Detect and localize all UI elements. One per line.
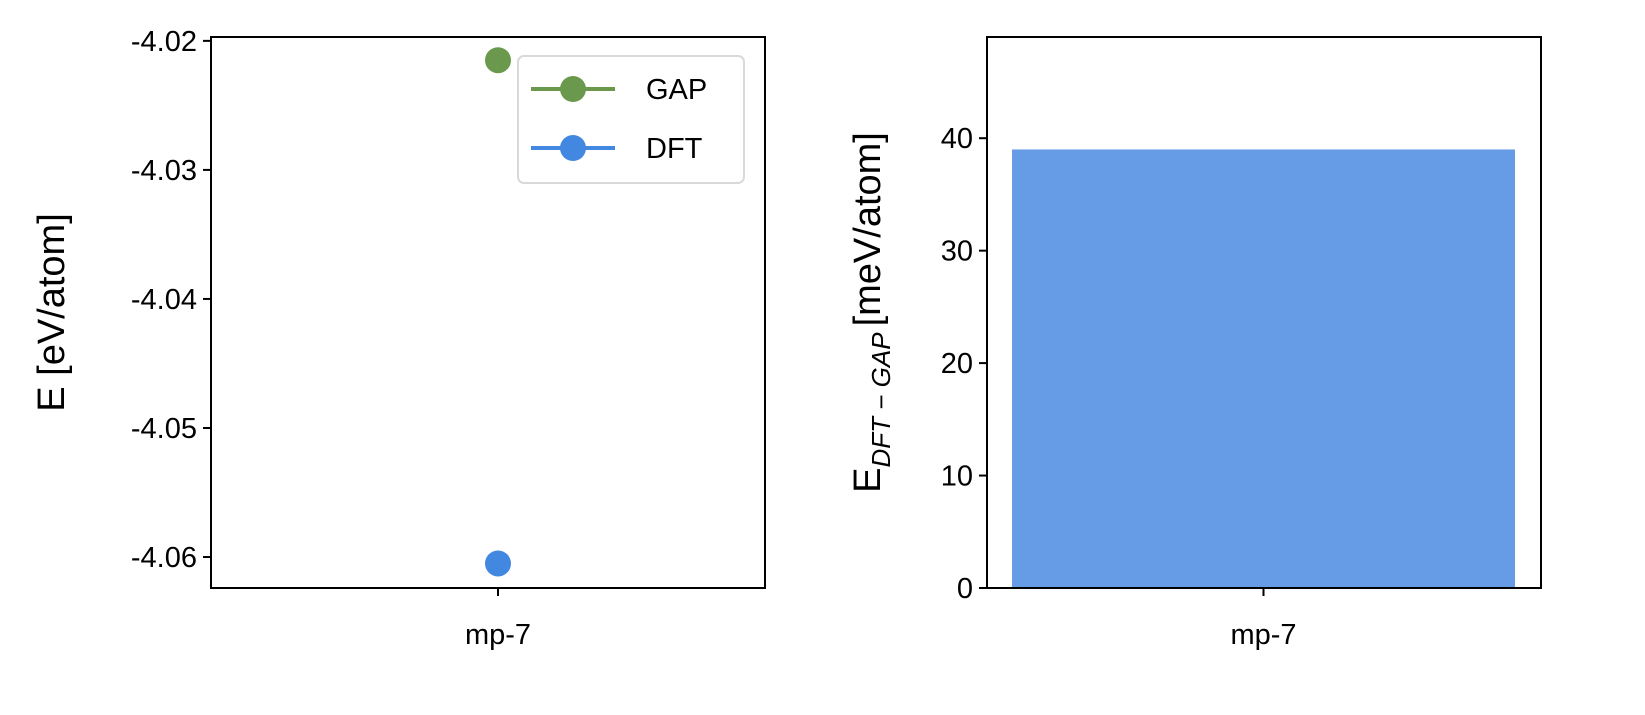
right-y-axis-label: EDFT − GAP [meV/atom]	[847, 132, 896, 493]
gap-legend-label: GAP	[646, 74, 707, 106]
right-y-axis-label-subscript: DFT − GAP	[866, 332, 896, 468]
right-y-tick-label: 10	[941, 461, 973, 493]
left-data-points	[485, 47, 511, 577]
right-x-axis: mp-7	[1230, 588, 1297, 651]
right-y-tick-label: 40	[941, 123, 973, 155]
gap-point	[485, 47, 511, 74]
energy-scatter-chart: -4.02 -4.03 -4.04 -4.05 -4.06 mp-7 GAP DFT E …	[31, 26, 766, 651]
left-y-tick-label: -4.04	[131, 284, 197, 316]
left-y-axis-label: E [eV/atom]	[31, 213, 73, 412]
left-plot-frame	[210, 36, 766, 589]
dft-point	[485, 550, 511, 577]
left-y-tick-label: -4.05	[131, 413, 197, 445]
right-y-tick-label: 20	[941, 348, 973, 380]
right-y-axis-label-main: E	[847, 468, 889, 493]
left-x-tick-label: mp-7	[465, 619, 531, 651]
right-x-tick-label: mp-7	[1230, 619, 1296, 651]
legend: GAP DFT	[517, 55, 745, 184]
left-x-axis: mp-7	[465, 588, 531, 651]
dft-legend-marker	[560, 135, 586, 161]
legend-box	[517, 55, 745, 184]
right-y-axis-label-unit: [meV/atom]	[847, 132, 889, 326]
gap-legend-marker	[560, 76, 586, 102]
right-y-tick-label: 0	[957, 573, 973, 605]
left-y-axis: -4.02 -4.03 -4.04 -4.05 -4.06	[131, 26, 211, 574]
difference-bar	[1012, 149, 1515, 588]
right-y-tick-label: 30	[941, 236, 973, 268]
dft-legend-label: DFT	[646, 133, 703, 165]
left-y-tick-label: -4.03	[131, 155, 197, 187]
right-bars	[1012, 149, 1515, 588]
left-y-tick-label: -4.02	[131, 26, 197, 58]
right-y-axis: 0 10 20 30 40	[941, 123, 987, 605]
energy-difference-bar-chart: 0 10 20 30 40 mp-7 EDFT − GAP [meV/atom]	[847, 36, 1542, 651]
left-y-tick-label: -4.06	[131, 542, 197, 574]
